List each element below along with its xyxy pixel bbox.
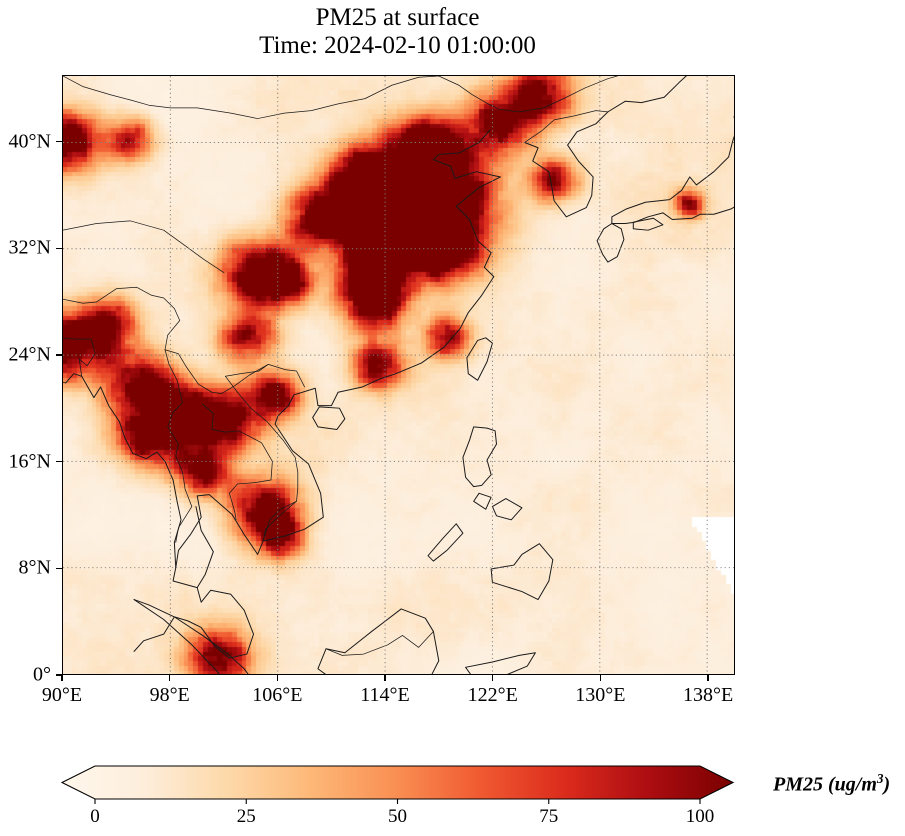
y-axis-tick: [56, 247, 62, 249]
colorbar-tick-label: 0: [90, 806, 100, 827]
colorbar-tick-label: 75: [539, 806, 559, 827]
colorbar-ticks: [94, 799, 701, 804]
y-axis-tick: [56, 141, 62, 143]
figure-title: PM25 at surface Time: 2024-02-10 01:00:0…: [0, 4, 795, 60]
y-axis-tick: [56, 674, 62, 676]
x-axis-tick: [492, 675, 494, 681]
pm25-heatmap-field: [63, 76, 734, 674]
colorbar-tick-label: 50: [388, 806, 407, 827]
x-axis-tick: [61, 675, 63, 681]
colorbar-tick-label: 25: [236, 806, 256, 827]
colorbar-label-exponent: 3: [876, 771, 884, 786]
x-axis-label: 90°E: [41, 684, 83, 706]
x-axis-tick: [707, 675, 709, 681]
x-axis-label: 122°E: [467, 684, 518, 706]
y-axis-label: 0°: [33, 663, 51, 686]
colorbar-label-tail: ): [883, 773, 891, 796]
x-axis-tick: [599, 675, 601, 681]
title-line-variable: PM25 at surface: [315, 4, 480, 31]
x-axis-tick: [384, 675, 386, 681]
y-axis-label: 16°N: [8, 450, 51, 473]
colorbar-tick-label: 100: [685, 806, 715, 827]
y-axis-label: 8°N: [18, 556, 51, 579]
colorbar-axis-label: PM25 (ug/m3): [773, 771, 890, 797]
colorbar-label-text: PM25 (ug/m: [773, 773, 877, 796]
title-line-time: Time: 2024-02-10 01:00:00: [259, 32, 536, 59]
colorbar-gradient-bar: [60, 765, 735, 800]
y-axis-label: 24°N: [8, 343, 51, 366]
x-axis-label: 98°E: [149, 684, 190, 706]
y-axis-tick: [56, 354, 62, 356]
x-axis-tick: [169, 675, 171, 681]
x-axis-label: 138°E: [682, 684, 734, 706]
x-axis-tick: [276, 675, 278, 681]
x-axis-label: 106°E: [252, 684, 303, 706]
y-axis-tick: [56, 567, 62, 569]
x-axis-label: 130°E: [575, 684, 626, 706]
y-axis-tick: [56, 461, 62, 463]
x-axis-label: 114°E: [360, 684, 410, 706]
y-axis-label: 40°N: [8, 130, 51, 153]
y-axis-label: 32°N: [8, 236, 51, 259]
map-plot-area[interactable]: [62, 75, 735, 675]
